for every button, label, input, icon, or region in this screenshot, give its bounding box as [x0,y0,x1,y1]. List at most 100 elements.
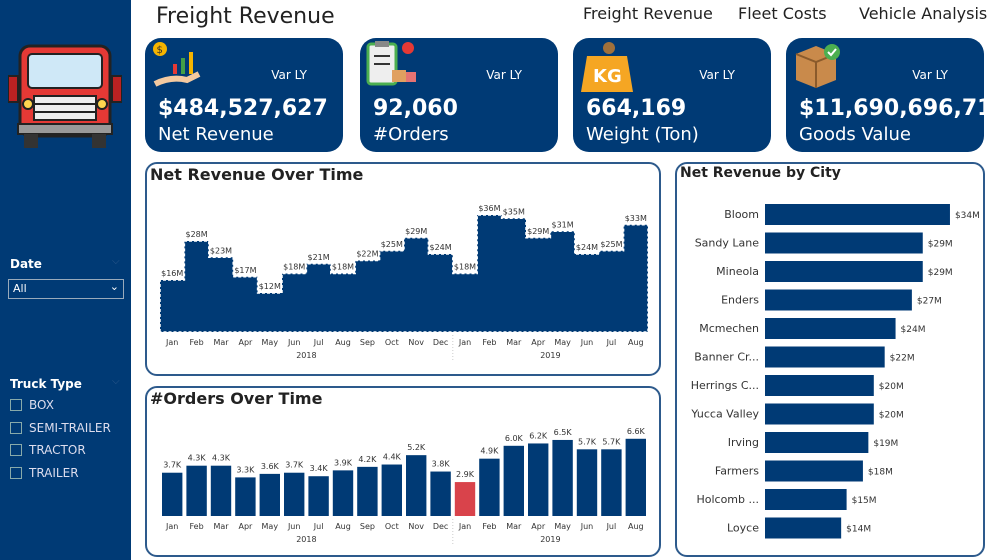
x-tick-label: May [554,338,571,347]
order-bar [479,458,500,516]
x-tick-label: Feb [190,338,204,347]
data-label: 5.7K [602,437,621,446]
order-bar [162,472,183,516]
truck-type-filter-label: Truck Type [10,377,82,391]
x-tick-label: Jul [313,338,324,347]
data-label: $31M [552,220,574,229]
city-label: Bloom [724,208,759,221]
x-tick-label: Jul [606,338,617,347]
x-tick-label: Jan [458,522,471,531]
year-label: 2019 [540,535,560,544]
svg-text:$: $ [157,45,163,56]
city-bar [765,403,874,425]
order-bar [625,438,646,516]
x-tick-label: Jan [165,338,178,347]
order-bar [235,477,256,516]
city-label: Banner Cr... [694,351,759,364]
checkbox-label: TRAILER [29,466,79,480]
kpi-card-orders: Var LY 92,060 #Orders [360,38,558,152]
data-label: 6.5K [554,428,573,437]
checkbox-box[interactable]: BOX [10,398,54,412]
data-label: $28M [186,230,208,239]
city-label: Loyce [727,522,759,535]
data-label: $22M [356,250,378,259]
kpi-label: Weight (Ton) [586,124,699,145]
chevron-down-icon: ⌄ [109,280,119,293]
order-bar [576,449,598,516]
data-label: 3.4K [310,464,329,473]
data-label: $27M [917,297,942,307]
data-label: 3.3K [236,465,255,474]
checkbox-icon[interactable] [10,444,22,456]
x-tick-label: Oct [385,522,399,531]
nav-vehicle-analysis[interactable]: Vehicle Analysis [859,4,988,23]
order-bar [308,476,329,516]
x-tick-label: Jun [580,338,594,347]
checkbox-tractor[interactable]: TRACTOR [10,443,86,457]
x-tick-label: Feb [482,522,496,531]
data-label: $33M [625,214,647,223]
data-label: $24M [576,243,598,252]
data-label: 3.8K [432,460,451,469]
kpi-label: Net Revenue [158,124,274,145]
x-tick-label: Mar [506,338,522,347]
x-tick-label: Jan [165,522,178,531]
collapse-chevron-icon[interactable]: ⌵ [112,376,120,387]
data-label: $25M [381,240,403,249]
order-bar [430,471,451,516]
data-label: 2.9K [456,470,475,479]
checkbox-icon[interactable] [10,422,22,434]
var-ly-label: Var LY [271,68,307,82]
checkbox-icon[interactable] [10,399,22,411]
date-dropdown[interactable]: All ⌄ [8,279,124,299]
x-tick-label: May [554,522,571,531]
data-label: $12M [259,282,281,291]
x-tick-label: Apr [531,338,546,347]
x-tick-label: Sep [360,338,375,347]
net-revenue-by-city-panel: Net Revenue by City Bloom $34M Sandy Lane $… [675,162,985,557]
city-bar [765,375,874,396]
data-label: $29M [405,227,427,236]
net-revenue-over-time-panel: Net Revenue Over Time $16M $28M $23M $17M $1… [145,162,661,376]
x-tick-label: Dec [433,522,448,531]
data-label: $29M [527,227,549,236]
checkbox-label: TRACTOR [29,443,86,457]
year-label: 2018 [296,351,316,360]
city-bar [765,489,847,510]
money-hand-icon: $ [153,42,201,87]
var-ly-label: Var LY [912,68,948,82]
kg-weight-icon: KG [581,42,633,92]
order-bar [406,455,427,516]
city-label: Mineola [716,265,759,278]
data-label: $29M [928,268,953,278]
order-bar [601,449,622,516]
x-tick-label: Mar [213,522,229,531]
x-tick-label: Nov [408,522,424,531]
kpi-label: Goods Value [799,124,911,145]
city-label: Yucca Valley [690,408,759,421]
order-bar [454,482,476,516]
x-tick-label: Aug [628,522,644,531]
checkbox-trailer[interactable]: TRAILER [10,466,79,480]
collapse-chevron-icon[interactable]: ⌵ [112,256,120,267]
orders-chart: 3.7K 4.3K 4.3K 3.3K 3.6K 3.7K 3.4K 3.9K 4.2K 4.4K… [162,427,646,546]
x-tick-label: Aug [628,338,644,347]
x-tick-label: Apr [531,522,546,531]
data-label: 6.2K [529,431,548,440]
data-label: $16M [161,269,183,278]
x-tick-label: Apr [238,338,253,347]
revenue-area [159,214,649,333]
svg-text:KG: KG [593,66,622,87]
checkbox-icon[interactable] [10,467,22,479]
order-bar [357,466,378,516]
x-tick-label: May [262,522,279,531]
checkbox-semi-trailer[interactable]: SEMI-TRAILER [10,421,111,435]
chart-title: Net Revenue by City [680,165,841,181]
kpi-value: 664,169 [586,96,687,121]
data-label: $21M [308,253,330,262]
net-revenue-chart: $16M$28M$23M$17M$12M$18M$21M$18M$22M$25M… [159,204,649,362]
nav-freight-revenue[interactable]: Freight Revenue [583,4,713,23]
nav-fleet-costs[interactable]: Fleet Costs [738,4,827,23]
kpi-card-goods-value: Var LY $11,690,696,719 Goods Value [786,38,1000,152]
data-label: $18M [868,468,893,478]
